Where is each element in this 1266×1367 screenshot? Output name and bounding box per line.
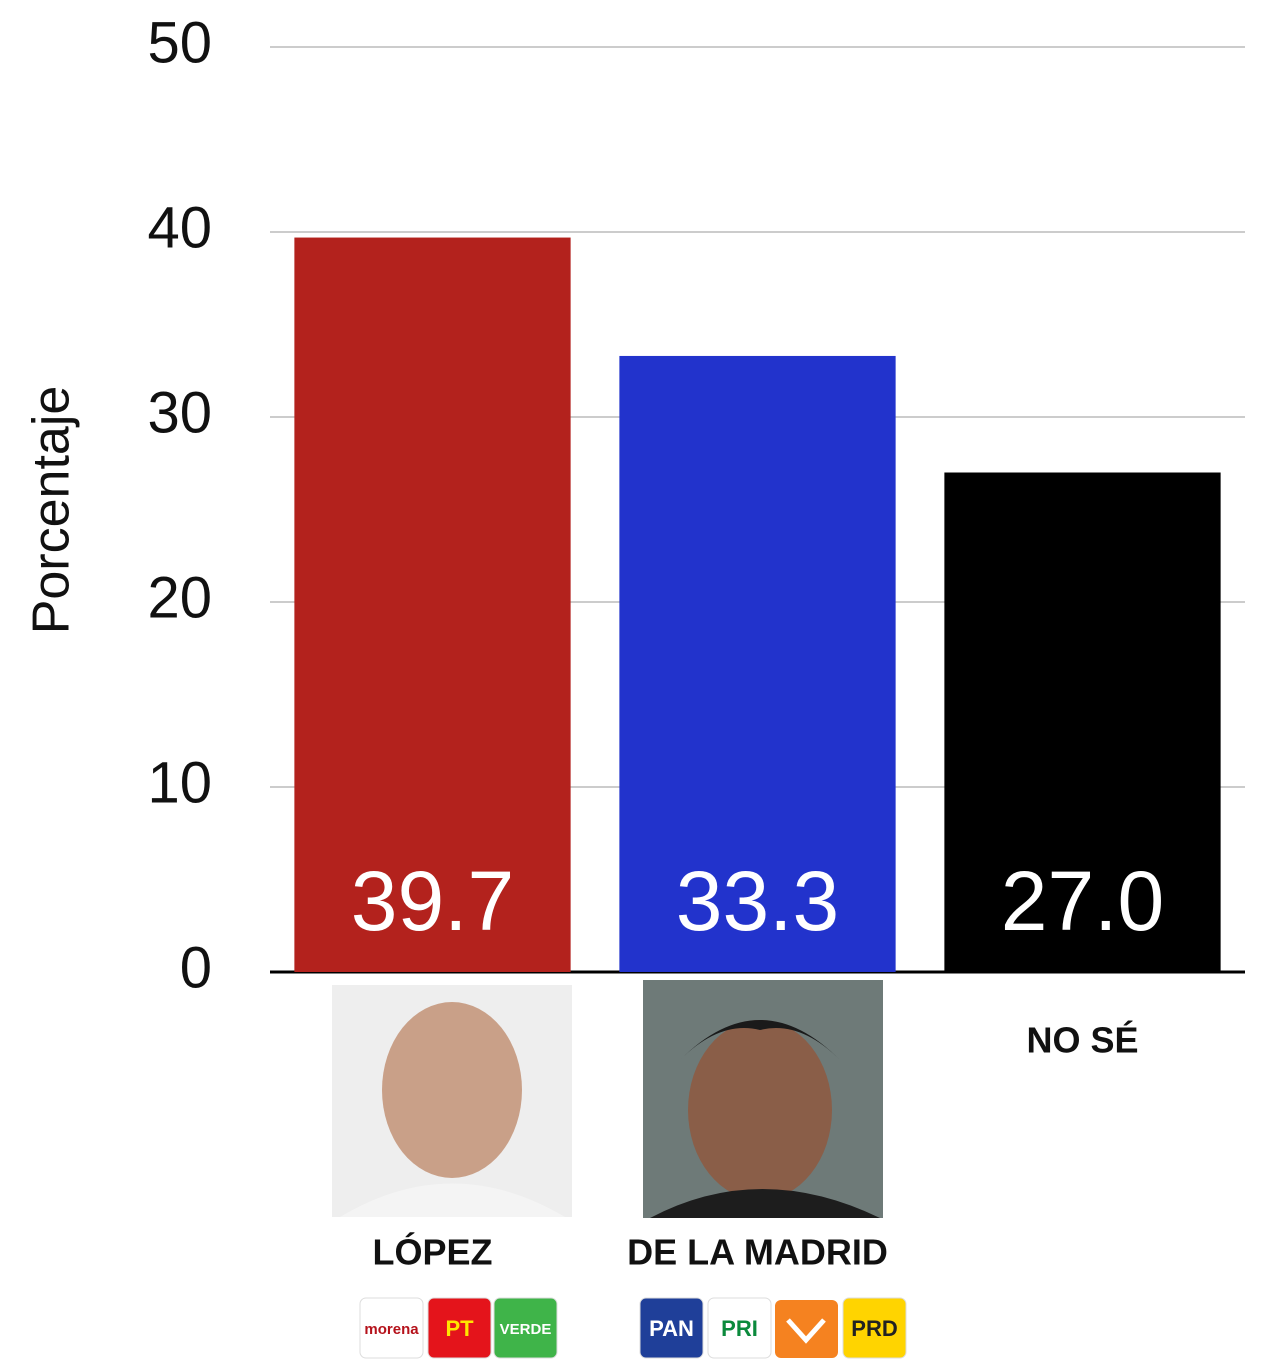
value-label: 39.7 — [351, 854, 515, 948]
party-logo-text: PAN — [649, 1316, 694, 1341]
y-tick-label: 50 — [147, 10, 212, 75]
y-tick-label: 0 — [180, 935, 212, 1000]
x-tick-label: NO SÉ — [1026, 1020, 1138, 1061]
party-logo — [639, 1297, 704, 1359]
party-logo-text: PRI — [721, 1316, 758, 1341]
party-logo-text: PT — [445, 1316, 474, 1341]
y-axis-label: Porcentaje — [23, 386, 81, 635]
y-tick-label: 40 — [147, 195, 212, 260]
mc-logo — [775, 1300, 838, 1358]
party-logo — [359, 1297, 424, 1359]
party-logo — [427, 1297, 492, 1359]
party-logo-text: PRD — [851, 1316, 897, 1341]
y-tick-label: 20 — [147, 565, 212, 630]
party-logo — [493, 1297, 558, 1359]
y-tick-label: 30 — [147, 380, 212, 445]
photo-lopez — [332, 985, 572, 1217]
x-tick-label: LÓPEZ — [372, 1231, 492, 1273]
value-label: 27.0 — [1001, 854, 1165, 948]
bar — [944, 472, 1221, 972]
photo-de-la-madrid — [643, 980, 883, 1218]
bar — [294, 237, 571, 973]
y-tick-label: 10 — [147, 750, 212, 815]
party-logo — [707, 1297, 772, 1359]
party-logo — [842, 1297, 907, 1359]
bar — [619, 355, 896, 972]
value-label: 33.3 — [676, 854, 840, 948]
party-logo-text: VERDE — [500, 1321, 552, 1338]
x-tick-label: DE LA MADRID — [627, 1232, 888, 1273]
party-logo-text: morena — [364, 1321, 419, 1338]
